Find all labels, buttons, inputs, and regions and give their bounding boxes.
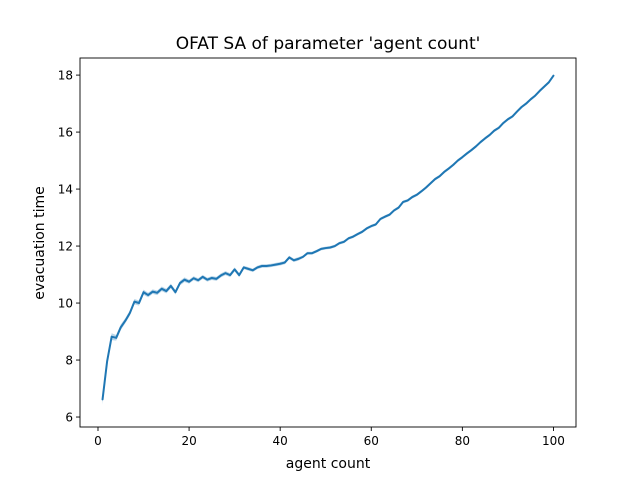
plot-area: 0 20 40 60 80 100 6 8 10 12 14 16 18 bbox=[58, 57, 577, 448]
y-tick-label-8: 8 bbox=[65, 354, 73, 368]
y-tick-label-10: 10 bbox=[58, 297, 73, 311]
x-tick-label-80: 80 bbox=[455, 434, 470, 448]
x-tick-label-0: 0 bbox=[94, 434, 102, 448]
y-tick-label-6: 6 bbox=[65, 411, 73, 425]
series-0-line bbox=[101, 74, 555, 401]
y-tick-label-12: 12 bbox=[58, 240, 73, 254]
series-0-confidence-band bbox=[102, 74, 554, 405]
y-tick-label-18: 18 bbox=[58, 69, 73, 83]
y-axis-label: evacuation time bbox=[32, 186, 48, 300]
plot-frame bbox=[79, 57, 577, 428]
x-tick-label-60: 60 bbox=[364, 434, 379, 448]
x-tick-label-20: 20 bbox=[181, 434, 196, 448]
chart-title: OFAT SA of parameter 'agent count' bbox=[176, 34, 481, 54]
x-tick-label-40: 40 bbox=[273, 434, 288, 448]
x-axis-label: agent count bbox=[286, 456, 371, 472]
x-tick-label-100: 100 bbox=[542, 434, 565, 448]
y-tick-label-16: 16 bbox=[58, 126, 73, 140]
y-tick-label-14: 14 bbox=[58, 183, 73, 197]
